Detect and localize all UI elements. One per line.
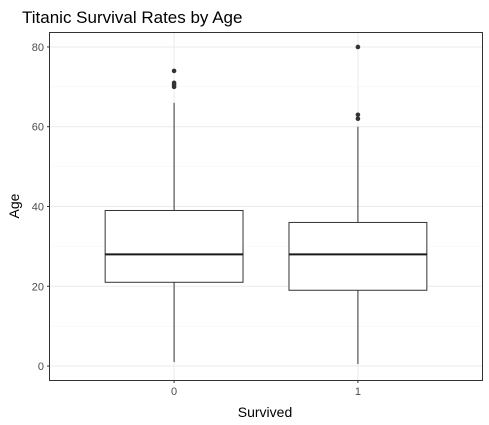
x-axis-title: Survived — [238, 404, 292, 420]
y-axis-title: Age — [6, 193, 22, 218]
y-tick-label: 60 — [32, 122, 44, 134]
outlier-point — [171, 68, 177, 74]
box-iqr — [104, 209, 244, 283]
box-plots — [104, 44, 428, 365]
x-tick-label: 1 — [355, 386, 361, 398]
chart-title: Titanic Survival Rates by Age — [22, 8, 242, 27]
x-tick-label: 0 — [171, 386, 177, 398]
outlier-point — [355, 116, 361, 122]
y-tick-label: 80 — [32, 42, 44, 54]
y-tick-label: 20 — [32, 281, 44, 293]
grid-lines — [50, 33, 482, 380]
y-tick-label: 40 — [32, 202, 44, 214]
box-iqr — [288, 221, 428, 291]
outlier-point — [171, 80, 177, 86]
y-tick-label: 0 — [38, 361, 44, 373]
outlier-point — [355, 112, 361, 118]
axis-ticks: 0 20 40 60 80 0 1 — [32, 42, 361, 398]
outlier-point — [355, 44, 361, 50]
